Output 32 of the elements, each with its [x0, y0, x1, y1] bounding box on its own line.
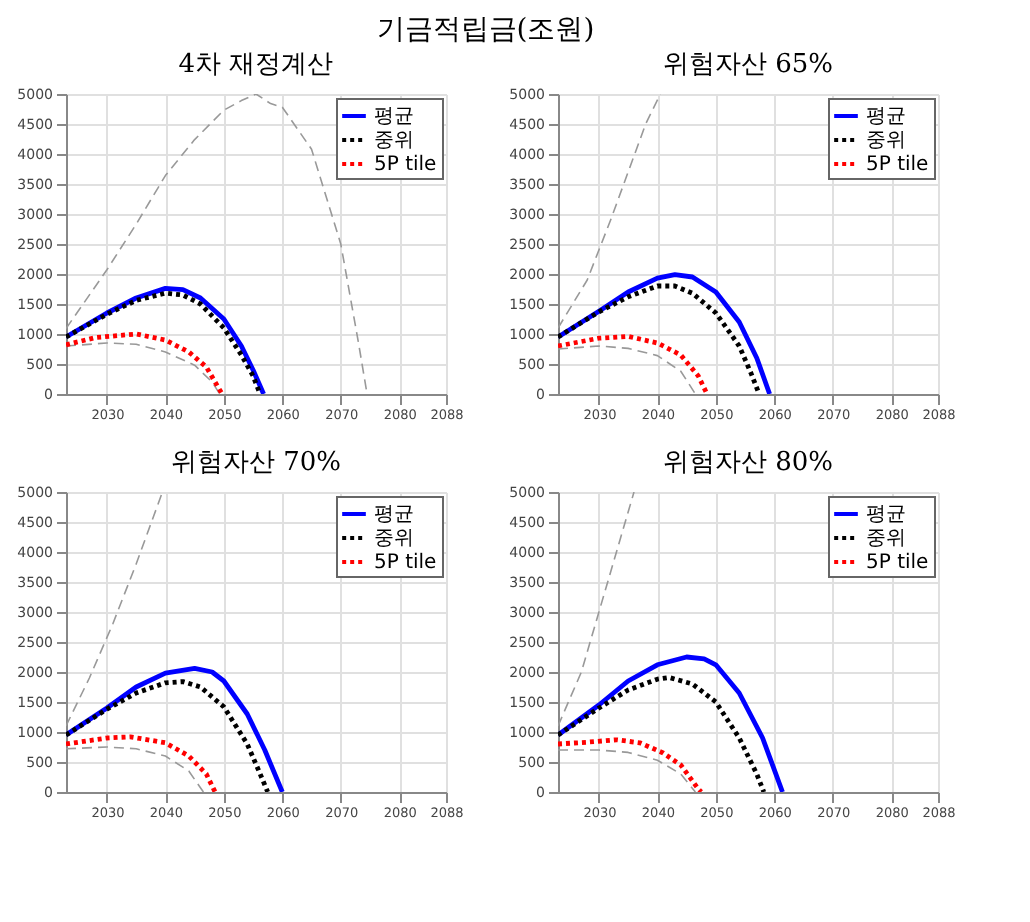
- line-series: [66, 679, 271, 792]
- legend-label: 중위: [374, 528, 414, 550]
- line-series: [66, 746, 205, 792]
- legend-label: 평균: [866, 106, 906, 128]
- legend-label: 5P tile: [374, 154, 437, 176]
- line-series: [558, 492, 635, 727]
- line-series: [558, 654, 785, 792]
- legend-label: 중위: [374, 130, 414, 152]
- chart-title: 위험자산 65%: [662, 50, 834, 80]
- text: 기금적립금(조원): [376, 14, 595, 46]
- line-series: [66, 666, 285, 792]
- chart-title: 위험자산 80%: [662, 448, 834, 478]
- line-series: [558, 345, 697, 394]
- line-series: [66, 492, 164, 727]
- legend-label: 중위: [866, 130, 906, 152]
- line-series: [558, 675, 767, 792]
- line-series: [558, 737, 704, 792]
- legend-label: 평균: [374, 106, 414, 128]
- line-series: [66, 331, 225, 394]
- chart-title: 4차 재정계산: [178, 50, 334, 80]
- line-series: [66, 342, 221, 394]
- line-series: [558, 94, 662, 329]
- legend-label: 5P tile: [866, 552, 929, 574]
- legend-label: 중위: [866, 528, 906, 550]
- chart-title: 위험자산 70%: [170, 448, 342, 478]
- legend-label: 평균: [866, 504, 906, 526]
- legend-label: 평균: [374, 504, 414, 526]
- legend-label: 5P tile: [374, 552, 437, 574]
- line-series: [558, 749, 697, 792]
- legend-label: 5P tile: [866, 154, 929, 176]
- line-series: [66, 734, 218, 792]
- line-series: [558, 334, 710, 394]
